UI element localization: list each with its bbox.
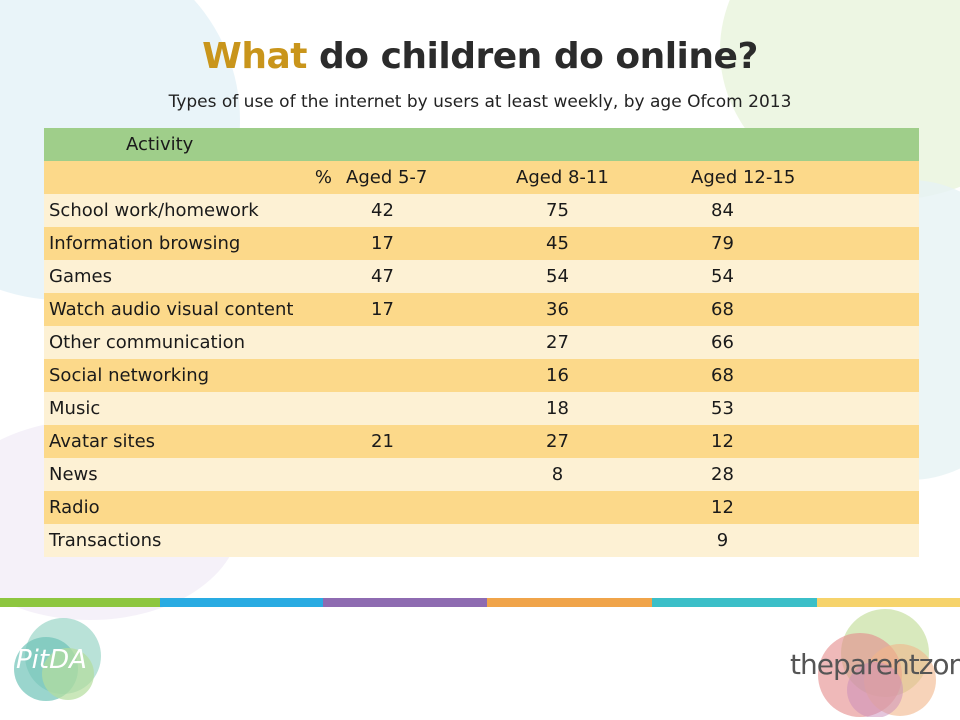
band-blue <box>160 598 323 607</box>
aged-12-15-cell: 53 <box>711 398 734 419</box>
header-percent: % <box>314 167 332 188</box>
table-row: Watch audio visual content 17 36 68 <box>44 293 919 326</box>
title-accent: What <box>202 36 307 77</box>
page-title: What do children do online? <box>0 36 960 77</box>
header-aged-5-7: Aged 5-7 <box>346 167 428 188</box>
table-row: Information browsing 17 45 79 <box>44 227 919 260</box>
aged-12-15-cell: 68 <box>711 365 734 386</box>
band-teal <box>652 598 817 607</box>
aged-8-11-cell: 36 <box>546 299 569 320</box>
activity-cell: Social networking <box>49 365 210 386</box>
activity-cell: Games <box>49 266 112 287</box>
table-row: Radio 12 <box>44 491 919 524</box>
parentzone-logo-icon <box>818 609 936 717</box>
table-subheader-row: % Aged 5-7 Aged 8-11 Aged 12-15 <box>44 161 919 194</box>
activity-cell: News <box>49 464 98 485</box>
aged-12-15-cell: 9 <box>711 530 729 551</box>
header-activity: Activity <box>126 134 194 155</box>
band-orange <box>487 598 652 607</box>
aged-8-11-cell: 27 <box>546 431 569 452</box>
table-row: Avatar sites 21 27 12 <box>44 425 919 458</box>
title-rest: do children do online? <box>307 36 758 77</box>
page-subtitle: Types of use of the internet by users at… <box>168 92 792 112</box>
aged-12-15-cell: 54 <box>711 266 734 287</box>
activity-cell: Transactions <box>49 530 162 551</box>
aged-12-15-cell: 84 <box>711 200 734 221</box>
aged-12-15-cell: 66 <box>711 332 734 353</box>
aged-12-15-cell: 79 <box>711 233 734 254</box>
activity-cell: Other communication <box>49 332 246 353</box>
table-header-row: Activity <box>44 128 919 161</box>
activity-cell: Music <box>49 398 101 419</box>
aged-8-11-cell: 16 <box>546 365 569 386</box>
aged-5-7-cell: 17 <box>371 299 394 320</box>
table-row: Social networking 16 68 <box>44 359 919 392</box>
table-row: News 8 28 <box>44 458 919 491</box>
band-yellow <box>817 598 960 607</box>
aged-8-11-cell: 8 <box>546 464 564 485</box>
activity-cell: School work/homework <box>49 200 259 221</box>
aged-5-7-cell: 17 <box>371 233 394 254</box>
table-row: Transactions 9 <box>44 524 919 557</box>
aged-8-11-cell: 54 <box>546 266 569 287</box>
aged-12-15-cell: 68 <box>711 299 734 320</box>
table-row: School work/homework 42 75 84 <box>44 194 919 227</box>
parentzone-logo-text: theparentzone <box>790 648 960 681</box>
pitda-logo-text: PitDA <box>16 645 87 675</box>
aged-12-15-cell: 12 <box>711 497 734 518</box>
activity-cell: Radio <box>49 497 100 518</box>
activity-cell: Information browsing <box>49 233 241 254</box>
band-green <box>0 598 160 607</box>
header-aged-12-15: Aged 12-15 <box>691 167 796 188</box>
activity-cell: Watch audio visual content <box>49 299 294 320</box>
aged-12-15-cell: 12 <box>711 431 734 452</box>
table-row: Music 18 53 <box>44 392 919 425</box>
aged-5-7-cell: 47 <box>371 266 394 287</box>
aged-12-15-cell: 28 <box>711 464 734 485</box>
aged-8-11-cell: 18 <box>546 398 569 419</box>
table-row: Games 47 54 54 <box>44 260 919 293</box>
usage-table: Activity % Aged 5-7 Aged 8-11 Aged 12-15… <box>44 128 919 557</box>
activity-cell: Avatar sites <box>49 431 156 452</box>
band-purple <box>323 598 487 607</box>
table-row: Other communication 27 66 <box>44 326 919 359</box>
header-aged-8-11: Aged 8-11 <box>516 167 609 188</box>
aged-5-7-cell: 42 <box>371 200 394 221</box>
aged-8-11-cell: 75 <box>546 200 569 221</box>
aged-8-11-cell: 45 <box>546 233 569 254</box>
aged-5-7-cell: 21 <box>371 431 394 452</box>
pitda-logo-icon <box>14 618 101 701</box>
aged-8-11-cell: 27 <box>546 332 569 353</box>
